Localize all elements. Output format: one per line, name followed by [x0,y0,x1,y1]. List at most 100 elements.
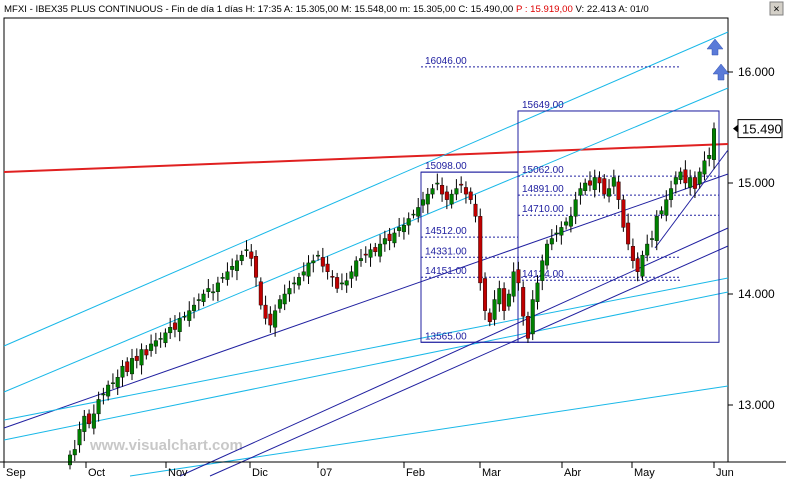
candle-body [654,216,659,241]
candle-body [473,203,478,217]
candle-body [172,322,177,330]
candle-body [254,256,259,278]
candle-body [688,177,693,188]
candle-body [444,191,449,200]
candle-body [258,281,263,306]
candle-body [311,260,316,264]
candle-body [316,254,321,257]
candle-body [597,177,602,184]
candle-body [692,177,697,189]
candle-body [296,277,301,286]
candle-body [115,377,120,388]
candle-body [211,291,216,294]
candle-body [702,160,707,175]
close-button[interactable]: × [769,1,784,16]
candle-body [192,304,197,311]
fib-level-label: 13565.00 [425,331,467,342]
candle-body [82,415,87,432]
candle-body [506,293,511,307]
candle-body [454,188,459,195]
candle-body [144,349,149,356]
candle-body [573,199,578,217]
header-segment: MFXI - IBEX35 PLUS CONTINUOUS - Fin de d… [4,4,516,15]
x-tick-label: Abr [564,467,581,479]
candle-body [411,213,416,216]
fib-level-label: 16046.00 [425,56,467,67]
candle-body [459,183,464,186]
candle-body [72,449,77,456]
candle-body [516,269,521,284]
candle-body [187,310,192,321]
candle-body [282,293,287,305]
x-tick-label: Dic [252,467,268,479]
candle-body [77,429,82,446]
candle-body [578,188,583,196]
fib-level-label: 14710.00 [522,204,564,215]
fib-level-label: 14151.00 [425,266,467,277]
y-tick-label: 15.000 [738,176,775,190]
candle-body [106,384,111,397]
candle-body [483,278,488,311]
candle-body [640,254,645,277]
x-tick-label: Oct [88,467,105,479]
candle-body [87,413,92,425]
candle-body [549,238,554,245]
candle-body [664,199,669,216]
candle-body [535,282,540,302]
candle-body [363,253,368,256]
candle-body [234,260,239,271]
candle-body [707,155,712,159]
support-line-e [209,245,729,477]
candle-body [201,293,206,302]
x-tick-label: Sep [6,467,26,479]
candle-body [587,180,592,186]
fib-level-label: 14331.00 [425,246,467,257]
candle-body [96,399,101,415]
candle-body [101,393,106,396]
candle-body [540,260,545,281]
candle-body [492,299,497,320]
candle-body [430,188,435,195]
candle-body [649,238,654,240]
fib-level-label: 14891.00 [522,184,564,195]
candle-body [502,288,507,311]
candle-body [468,191,473,200]
candle-body [521,287,526,317]
target-arrow-icon [706,38,724,56]
candle-body [330,276,335,278]
candle-body [91,413,96,429]
candle-body [635,258,640,273]
candle-body [378,243,383,257]
support-line-c [129,385,729,477]
candle-body [239,254,244,261]
header-segment: V: 22.413 A: 01/0 [573,4,649,15]
candle-body [554,232,559,235]
candle-body [397,227,402,231]
candle-body [163,332,168,344]
candle-body [153,340,158,347]
candle-body [344,280,349,286]
close-icon[interactable]: × [773,4,779,16]
support-line-b [3,291,729,441]
candle-body [568,216,573,227]
candle-body [358,258,363,261]
candle-body [125,361,130,372]
candle-body [373,247,378,253]
candle-body [325,263,330,272]
candle-body [249,251,254,259]
channel-mid-line [3,87,729,393]
candle-body [320,257,325,267]
candle-body [382,238,387,245]
candle-body [463,187,468,195]
x-tick-label: Feb [406,467,425,479]
candle-body [335,277,340,289]
candle-body [287,288,292,295]
candle-body [616,181,621,200]
candle-body [225,271,230,280]
watermark: www.visualchart.com [89,437,243,454]
y-tick-label: 14.000 [738,287,775,301]
candle-body [416,207,421,217]
candle-body [182,316,187,318]
candle-body [158,338,163,340]
